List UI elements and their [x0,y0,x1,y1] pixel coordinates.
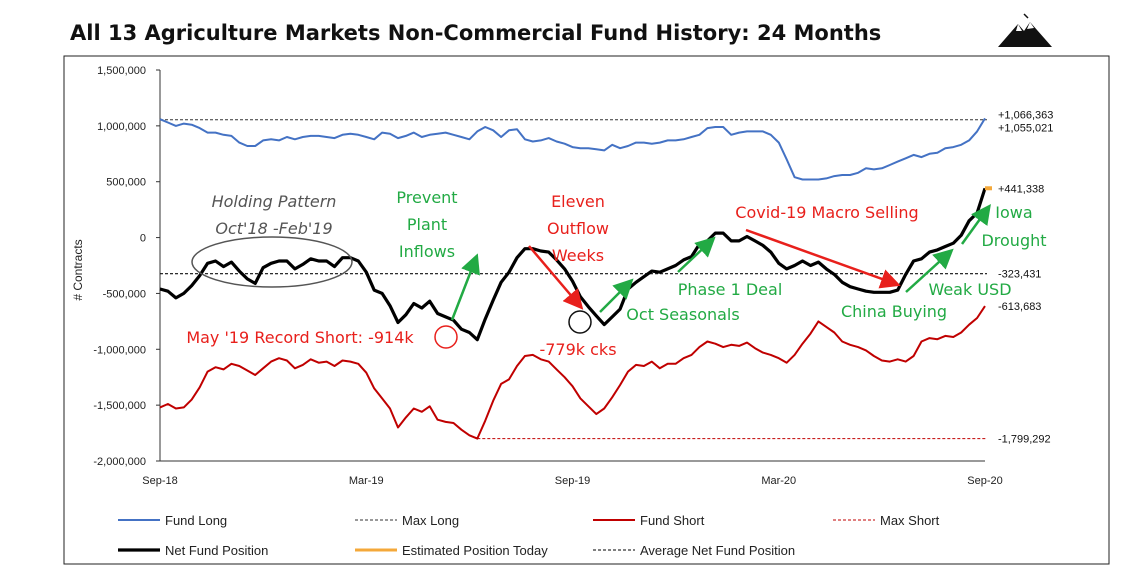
ann-iowa-1: Iowa [995,203,1032,222]
ann-china-buying: China Buying [841,302,947,321]
x-axis: Sep-18 Mar-19 Sep-19 Mar-20 Sep-20 [142,460,1003,487]
arrow-iowa [960,203,991,245]
chart-frame [63,55,1110,565]
x-tick-label: Mar-19 [349,475,384,487]
x-tick-label: Sep-20 [967,475,1002,487]
ann-eleven-3: Weeks [552,246,604,265]
ann-weak-usd: Weak USD [928,280,1011,299]
y-tick-label: -1,500,000 [93,400,146,412]
ann-eleven-1: Eleven [551,192,605,211]
ann-covid: Covid-19 Macro Selling [735,203,918,222]
legend-label: Fund Long [165,513,227,528]
end-label-fund-short: -613,683 [998,301,1041,313]
ann-holding-1: Holding Pattern [212,192,337,211]
mountain-logo-icon [998,13,1052,47]
y-tick-label: 0 [140,233,146,245]
fund-short-line [159,305,986,440]
arrow-eleven-weeks [528,245,584,310]
legend-label: Max Short [880,513,940,528]
ann-prevent-1: Prevent [396,188,457,207]
arrow-china-buying [905,248,954,293]
ann-prevent-3: Inflows [399,242,455,261]
end-label-estimated: +441,338 [998,183,1044,195]
x-tick-label: Sep-19 [555,475,590,487]
ann-779k: -779k cks [539,340,616,359]
legend-label: Net Fund Position [165,543,268,558]
reference-lines [160,119,987,440]
ann-may-record: May '19 Record Short: -914k [186,328,414,347]
end-labels: +1,066,363 +1,055,021 +441,338 -323,431 -613… [998,109,1053,445]
annotations: Holding Pattern Oct'18 -Feb'19 Prevent P… [186,188,1046,359]
ann-iowa-2: Drought [981,231,1046,250]
end-label-max-long: +1,055,021 [998,123,1053,135]
ann-eleven-2: Outflow [547,219,609,238]
record-short-circle [434,325,458,349]
y-tick-label: -2,000,000 [93,456,146,468]
ann-oct-seasonals: Oct Seasonals [626,305,739,324]
low-779k-circle [568,310,592,334]
ann-phase1: Phase 1 Deal [678,280,783,299]
y-tick-label: -1,000,000 [93,344,146,356]
series-lines [159,117,992,440]
arrow-prevent-plant [450,253,480,321]
legend: Fund Long Max Long Fund Short Max Short Net … [118,513,940,558]
annotation-arrows [450,203,991,321]
arrow-covid [745,228,901,289]
arrow-oct-seasonals [599,278,634,313]
y-tick-label: 1,000,000 [97,121,146,133]
y-tick-label: -500,000 [103,288,146,300]
end-label-average: -323,431 [998,269,1041,281]
fund-long-line [159,117,986,181]
x-tick-label: Mar-20 [761,475,796,487]
y-axis: 1,500,000 1,000,000 500,000 0 -500,000 -1,000… [93,65,161,468]
net-fund-line [159,187,987,342]
legend-label: Fund Short [640,513,705,528]
ann-holding-2: Oct'18 -Feb'19 [215,219,332,238]
arrow-phase1 [677,236,716,273]
end-label-fund-long: +1,066,363 [998,109,1053,121]
legend-label: Max Long [402,513,459,528]
x-tick-label: Sep-18 [142,475,177,487]
y-axis-label: # Contracts [71,239,85,300]
y-tick-label: 1,500,000 [97,65,146,77]
y-tick-label: 500,000 [106,177,146,189]
legend-label: Average Net Fund Position [640,543,795,558]
chart-title: All 13 Agriculture Markets Non-Commercia… [70,21,881,45]
holding-pattern-ellipse [191,236,353,288]
end-label-max-short: -1,799,292 [998,434,1051,446]
ann-prevent-2: Plant [407,215,447,234]
legend-label: Estimated Position Today [402,543,548,558]
